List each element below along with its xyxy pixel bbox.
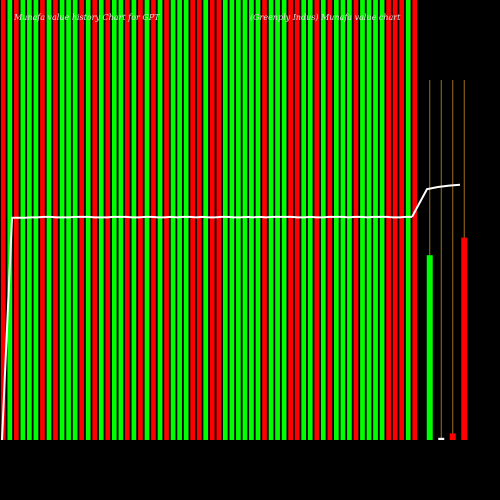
bar xyxy=(334,0,339,440)
chart-title: Munafa value history Chart for GPT xyxy=(14,13,160,22)
bar xyxy=(27,0,32,440)
bar xyxy=(347,0,352,440)
bar xyxy=(164,0,169,440)
bar xyxy=(7,0,13,440)
bar xyxy=(255,0,261,440)
bar xyxy=(151,0,156,440)
bar xyxy=(138,0,143,440)
bar xyxy=(386,0,391,440)
bar xyxy=(33,0,39,440)
bar xyxy=(222,0,228,440)
bar xyxy=(281,0,287,440)
bar xyxy=(242,0,248,440)
bar xyxy=(288,0,293,440)
bar xyxy=(366,0,372,440)
bar xyxy=(236,0,241,440)
bar xyxy=(79,0,84,440)
bar xyxy=(98,0,104,440)
bar xyxy=(412,0,418,440)
bar xyxy=(157,0,163,440)
bar xyxy=(66,0,71,440)
bar xyxy=(203,0,209,440)
chart-subtitle: (Greenply Indus) Munafa value chart xyxy=(250,13,401,22)
recent-bar xyxy=(438,437,445,440)
bar xyxy=(125,0,130,440)
bar xyxy=(353,0,359,440)
bar xyxy=(229,0,235,440)
bar xyxy=(379,0,385,440)
bar xyxy=(340,0,346,440)
bar xyxy=(249,0,254,440)
recent-bar xyxy=(449,433,456,440)
bar xyxy=(72,0,78,440)
bar xyxy=(13,0,19,440)
bar xyxy=(85,0,91,440)
recent-value-line xyxy=(411,183,461,218)
bar xyxy=(144,0,150,440)
bar xyxy=(307,0,313,440)
bar xyxy=(177,0,182,440)
bar xyxy=(373,0,378,440)
bar xyxy=(405,0,411,440)
bar xyxy=(360,0,365,440)
bar xyxy=(301,0,307,440)
bar xyxy=(209,0,215,440)
bar xyxy=(59,0,65,440)
bar xyxy=(314,0,320,440)
bar xyxy=(196,0,202,440)
bar xyxy=(40,0,45,440)
recent-bar xyxy=(426,255,433,440)
recent-bar-series xyxy=(426,237,468,440)
bar xyxy=(294,0,300,440)
bar xyxy=(327,0,333,440)
bar xyxy=(183,0,189,440)
bar xyxy=(190,0,196,440)
bar xyxy=(275,0,280,440)
bar xyxy=(111,0,117,440)
value-line xyxy=(1,215,412,441)
bar xyxy=(392,0,398,440)
bar xyxy=(131,0,137,440)
bar-series xyxy=(0,0,418,440)
bar xyxy=(118,0,124,440)
bar xyxy=(262,0,267,440)
bar xyxy=(0,0,6,440)
bar xyxy=(20,0,26,440)
bar xyxy=(53,0,58,440)
bar xyxy=(92,0,98,440)
bar xyxy=(320,0,326,440)
bar xyxy=(105,0,111,440)
bar xyxy=(46,0,52,440)
bar xyxy=(216,0,222,440)
bar xyxy=(170,0,176,440)
bar xyxy=(399,0,405,440)
recent-bar xyxy=(461,237,468,440)
bar xyxy=(268,0,274,440)
